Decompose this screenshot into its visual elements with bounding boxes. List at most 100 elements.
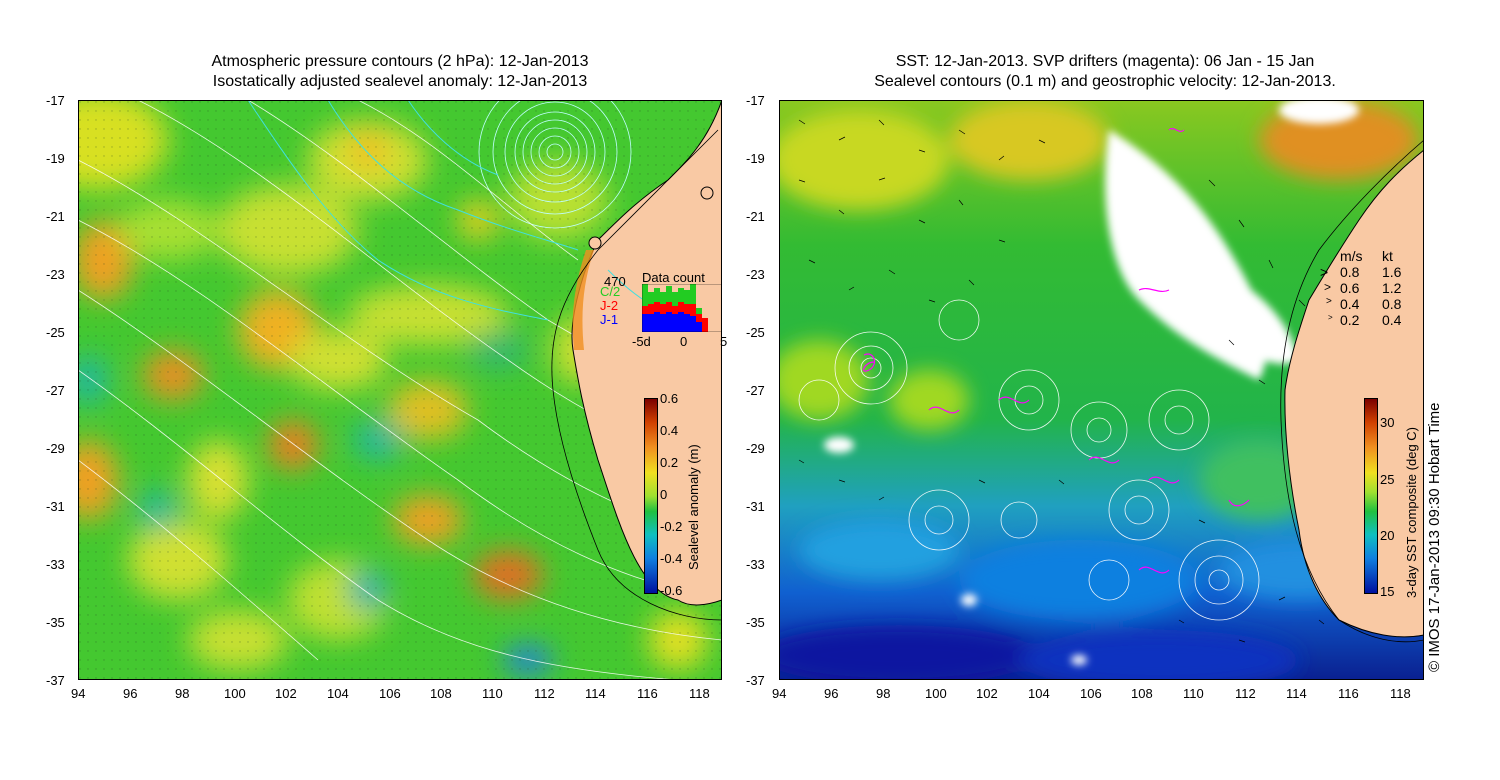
left-lon-tick: 102	[275, 686, 297, 701]
left-lon-tick: 98	[175, 686, 190, 701]
sst-map	[779, 100, 1424, 680]
sealevel-colorbar-label: Sealevel anomaly (m)	[686, 444, 701, 570]
right-lat-tick: -25	[746, 325, 765, 340]
sealevel-colorbar	[644, 398, 658, 594]
inset-legend-c2: C/2	[600, 284, 621, 299]
velocity-kt-2: 1.2	[1382, 280, 1402, 296]
right-lat-tick: -19	[746, 151, 765, 166]
right-lon-tick: 116	[1338, 686, 1359, 701]
inset-bars	[642, 284, 722, 332]
right-lat-tick: -27	[746, 383, 765, 398]
left-lat-tick: -33	[46, 557, 65, 572]
velocity-arrow-icon: >	[1324, 280, 1332, 294]
left-title-line1: Atmospheric pressure contours (2 hPa): 1…	[211, 53, 589, 70]
right-lat-tick: -31	[746, 499, 765, 514]
sealevel-tick-1: 0.6	[660, 391, 679, 406]
sealevel-tick-5: -0.2	[660, 519, 683, 534]
sealevel-tick-3: 0.2	[660, 455, 679, 470]
left-lon-tick: 106	[379, 686, 401, 701]
sst-field	[779, 100, 1419, 680]
velocity-arrow-icon: >	[1320, 264, 1329, 280]
sst-tick-1: 30	[1380, 415, 1395, 430]
right-lon-tick: 100	[925, 686, 947, 701]
sealevel-tick-2: 0.4	[660, 423, 679, 438]
svp-drifters	[862, 127, 1250, 574]
velocity-ms-4: 0.2	[1340, 312, 1360, 328]
right-lon-tick: 102	[976, 686, 998, 701]
inset-xtick-3: 5	[720, 334, 728, 349]
right-lon-tick: 110	[1183, 686, 1204, 701]
sealevel-tick-4: 0	[660, 487, 668, 502]
inset-legend-j1: J-1	[600, 312, 619, 327]
left-panel-title: Atmospheric pressure contours (2 hPa): 1…	[80, 52, 720, 92]
right-lon-tick: 112	[1235, 686, 1256, 701]
inset-xtick-1: -5d	[632, 334, 651, 349]
right-lat-tick: -29	[746, 441, 765, 456]
velocity-arrow-icon: >	[1326, 296, 1332, 307]
left-lat-tick: -17	[46, 93, 65, 108]
velocity-ms-3: 0.4	[1340, 296, 1360, 312]
pressure-low-contours	[478, 100, 632, 229]
sealevel-tick-6: -0.4	[660, 551, 683, 566]
left-lat-tick: -27	[46, 383, 65, 398]
sst-tick-3: 20	[1380, 528, 1395, 543]
right-lat-tick: -21	[746, 209, 765, 224]
right-lat-tick: -33	[746, 557, 765, 572]
left-lat-tick: -23	[46, 267, 65, 282]
left-lat-tick: -37	[46, 673, 65, 688]
sealevel-anomaly-map	[78, 100, 722, 680]
sealevel-tick-7: -0.6	[660, 583, 683, 598]
right-title-line2: Sealevel contours (0.1 m) and geostrophi…	[874, 73, 1336, 90]
velocity-kt-1: 1.6	[1382, 264, 1402, 280]
left-lat-tick: -25	[46, 325, 65, 340]
left-lon-tick: 100	[224, 686, 246, 701]
data-count-inset: 470 Data count C/2 J-2 J-1 -5d 0 5	[600, 270, 730, 350]
velocity-arrows	[798, 119, 1325, 643]
sealevel-contours	[798, 299, 1260, 621]
inset-max-label: 470	[604, 274, 626, 289]
right-lat-tick: -17	[746, 93, 765, 108]
inset-title: Data count	[642, 270, 705, 285]
right-lon-tick: 94	[772, 686, 787, 701]
left-lon-tick: 110	[482, 686, 503, 701]
right-lon-tick: 106	[1080, 686, 1102, 701]
left-lon-tick: 112	[534, 686, 555, 701]
left-lon-tick: 116	[637, 686, 658, 701]
velocity-legend: m/s kt > 0.8 1.6 > 0.6 1.2 > 0.4 0.8 > 0…	[1318, 248, 1418, 334]
left-lat-tick: -21	[46, 209, 65, 224]
left-lon-tick: 118	[689, 686, 710, 701]
left-lat-tick: -19	[46, 151, 65, 166]
cloud-cover	[824, 100, 1359, 665]
velocity-ms-2: 0.6	[1340, 280, 1360, 296]
right-panel-title: SST: 12-Jan-2013. SVP drifters (magenta)…	[780, 52, 1430, 92]
left-lon-tick: 96	[123, 686, 138, 701]
velocity-header-ms: m/s	[1340, 248, 1363, 264]
right-title-line1: SST: 12-Jan-2013. SVP drifters (magenta)…	[895, 53, 1315, 70]
left-lat-tick: -29	[46, 441, 65, 456]
left-lon-tick: 94	[71, 686, 86, 701]
sst-colorbar-label: 3-day SST composite (deg C)	[1404, 427, 1419, 598]
left-lon-tick: 114	[585, 686, 606, 701]
right-lon-tick: 104	[1028, 686, 1050, 701]
velocity-ms-1: 0.8	[1340, 264, 1360, 280]
left-lat-tick: -31	[46, 499, 65, 514]
inset-xtick-2: 0	[680, 334, 688, 349]
right-lon-tick: 118	[1390, 686, 1411, 701]
imos-credit: © IMOS 17-Jan-2013 09:30 Hobart Time	[1426, 402, 1443, 672]
velocity-arrow-icon: >	[1328, 313, 1333, 322]
right-lat-tick: -37	[746, 673, 765, 688]
right-lon-tick: 114	[1286, 686, 1307, 701]
left-lon-tick: 104	[327, 686, 349, 701]
sst-tick-2: 25	[1380, 472, 1395, 487]
velocity-header-kt: kt	[1382, 248, 1393, 264]
right-lon-tick: 96	[824, 686, 839, 701]
left-lat-tick: -35	[46, 615, 65, 630]
inset-legend-j2: J-2	[600, 298, 619, 313]
right-lat-tick: -23	[746, 267, 765, 282]
right-lon-tick: 108	[1131, 686, 1153, 701]
velocity-kt-3: 0.8	[1382, 296, 1402, 312]
right-lon-tick: 98	[876, 686, 891, 701]
left-lon-tick: 108	[430, 686, 452, 701]
right-lat-tick: -35	[746, 615, 765, 630]
velocity-kt-4: 0.4	[1382, 312, 1402, 328]
